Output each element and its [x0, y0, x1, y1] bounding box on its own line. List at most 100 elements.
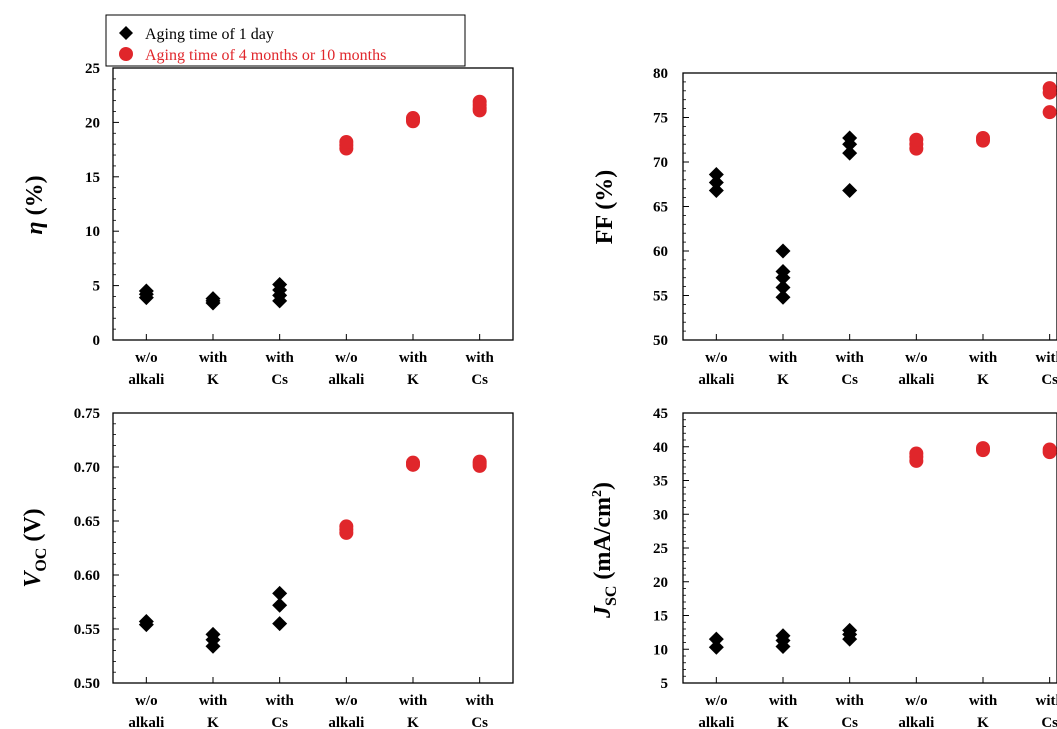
- ytick-label: 15: [85, 170, 100, 186]
- data-point-circle: [976, 130, 990, 145]
- ytick-label: 10: [85, 224, 100, 240]
- data-point-diamond: [708, 174, 724, 190]
- ytick-label: 25: [85, 61, 100, 77]
- xtick-label: w/o: [135, 693, 158, 709]
- data-point-diamond: [775, 289, 791, 305]
- panel-voc: 0.50 0.55 0.60 0.65 0.70 0.75 w/o alkali with Kwi…: [74, 406, 514, 729]
- data-point-circle: [1042, 105, 1057, 120]
- ytick-label: 5: [661, 676, 669, 692]
- xtick-label: K: [407, 715, 419, 729]
- data-point-circle: [339, 519, 354, 534]
- ytick-label: 30: [653, 507, 668, 523]
- data-point-diamond: [272, 616, 288, 632]
- xtick-label: K: [977, 715, 989, 729]
- ytick-label: 60: [653, 244, 668, 260]
- data-point-diamond: [708, 631, 724, 647]
- xtick-label: w/o: [705, 350, 728, 366]
- ytick-label: 10: [653, 642, 668, 658]
- xtick-label: with: [399, 350, 428, 366]
- xtick-label: alkali: [698, 372, 734, 388]
- data-point-circle: [406, 111, 420, 126]
- xtick-label: K: [207, 715, 219, 729]
- legend-label-4months: Aging time of 4 months or 10 months: [145, 47, 386, 64]
- data-point-diamond: [138, 613, 154, 629]
- plot-frame-voc: [112, 412, 514, 684]
- legend-label-1day: Aging time of 1 day: [145, 26, 274, 43]
- xtick-label: alkali: [328, 372, 364, 388]
- xtick-label: w/o: [335, 350, 358, 366]
- xtick-label: Cs: [841, 372, 858, 388]
- data-point-circle: [909, 132, 924, 147]
- data-point-diamond: [272, 597, 288, 613]
- xtick-label: Cs: [271, 372, 288, 388]
- xtick-label: with: [199, 350, 228, 366]
- xtick-label: with: [465, 693, 494, 709]
- data-point-diamond: [842, 145, 858, 161]
- data-point-diamond: [205, 626, 221, 642]
- data-point-circle: [406, 455, 420, 470]
- ytick-label: 45: [653, 406, 668, 422]
- xtick-label: with: [835, 350, 864, 366]
- ytick-label: 0.60: [74, 568, 100, 584]
- ytick-label: 55: [653, 289, 668, 305]
- svg-text:FF (%): FF (%): [592, 170, 618, 244]
- ytick-label: 15: [653, 609, 668, 625]
- xtick-label: with: [769, 350, 798, 366]
- svg-text:VOC (V): VOC (V): [20, 508, 50, 587]
- ytick-label: 0.55: [74, 622, 100, 638]
- ytick-label: 35: [653, 474, 668, 490]
- ytick-label: 65: [653, 200, 668, 216]
- ytick-label: 5: [93, 279, 101, 295]
- legend: Aging time of 1 day Aging time of 4 mont…: [105, 14, 466, 67]
- data-point-diamond: [138, 283, 154, 299]
- data-point-diamond: [842, 182, 858, 198]
- xtick-label: alkali: [128, 715, 164, 729]
- ytick-label: 80: [653, 66, 668, 82]
- xtick-label: Cs: [471, 372, 488, 388]
- xtick-label: with: [199, 693, 228, 709]
- ytick-label: 40: [653, 440, 668, 456]
- ytick-label: 0.70: [74, 460, 100, 476]
- data-point-diamond: [775, 263, 791, 279]
- ylabel-jsc: JSC (mA/cm2): [590, 482, 620, 619]
- xtick-label: with: [399, 693, 428, 709]
- xtick-label: K: [977, 372, 989, 388]
- xtick-label: K: [777, 372, 789, 388]
- data-point-diamond: [775, 628, 791, 644]
- xtick-label: with: [769, 693, 798, 709]
- ytick-label: 0.75: [74, 406, 100, 422]
- ylabel-ff: FF (%): [592, 170, 618, 244]
- data-point-circle: [1042, 442, 1057, 457]
- data-point-circle: [1042, 81, 1057, 96]
- data-point-circle: [909, 446, 924, 461]
- data-point-diamond: [708, 182, 724, 198]
- xtick-label: with: [969, 350, 998, 366]
- plot-frame-eta: [112, 67, 514, 341]
- xtick-label: alkali: [898, 715, 934, 729]
- ytick-label: 20: [85, 115, 100, 131]
- xtick-label: with: [265, 693, 294, 709]
- xtick-label: with: [465, 350, 494, 366]
- plot-frame-jsc: [682, 412, 1057, 684]
- xtick-label: K: [207, 372, 219, 388]
- xtick-label: alkali: [898, 372, 934, 388]
- ylabel-voc: VOC (V): [20, 508, 50, 587]
- data-point-diamond: [775, 243, 791, 259]
- ylabel-eta: η (%): [22, 175, 48, 234]
- ytick-label: 50: [653, 333, 668, 349]
- legend-circle-marker: [119, 47, 133, 61]
- data-point-diamond: [272, 585, 288, 601]
- data-point-diamond: [842, 130, 858, 146]
- data-point-circle: [472, 454, 487, 469]
- legend-box: [105, 14, 466, 67]
- xtick-label: Cs: [471, 715, 488, 729]
- ytick-label: 70: [653, 155, 668, 171]
- data-point-circle: [339, 134, 354, 149]
- xtick-label: w/o: [905, 693, 928, 709]
- xtick-label: with: [835, 693, 864, 709]
- ytick-label: 0.50: [74, 676, 100, 692]
